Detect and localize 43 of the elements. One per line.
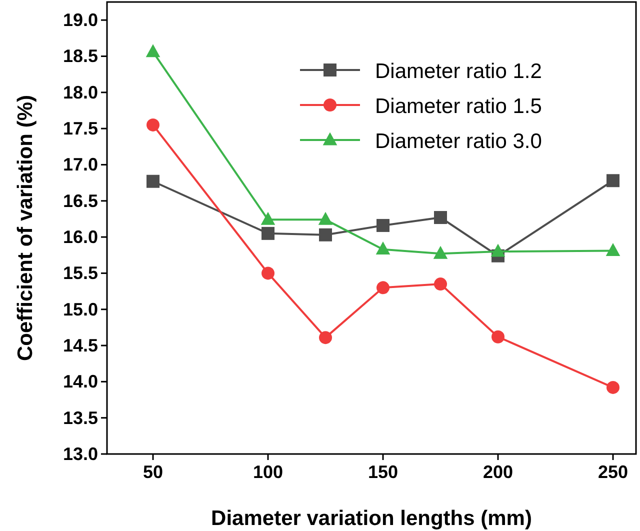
y-tick-label: 17.5: [62, 118, 98, 139]
y-tick-label: 13.0: [62, 444, 98, 464]
y-tick-label: 14.5: [62, 336, 98, 356]
point: [606, 380, 620, 394]
legend-label: Diameter ratio 3.0: [375, 130, 542, 153]
legend-label: Diameter ratio 1.5: [375, 95, 542, 118]
point: [146, 118, 160, 132]
point: [318, 212, 333, 225]
point: [606, 174, 620, 188]
point: [433, 246, 448, 259]
y-tick-label: 15.0: [62, 299, 98, 320]
x-axis-title: Diameter variation lengths (mm): [211, 507, 532, 530]
point: [434, 278, 447, 291]
x-tick-label: 100: [252, 462, 284, 482]
point: [434, 211, 447, 224]
x-tick-label: 50: [142, 462, 164, 482]
point: [492, 330, 504, 344]
x-tick-label: 150: [368, 462, 398, 482]
x-tick-label: 200: [482, 462, 514, 482]
y-tick-label: 18.0: [62, 82, 98, 102]
point: [319, 228, 332, 242]
point: [146, 44, 160, 58]
point: [490, 244, 506, 257]
point: [260, 212, 276, 225]
y-tick-label: 13.5: [62, 408, 98, 428]
x-tick-label: 250: [598, 462, 628, 482]
y-tick-label: 19.0: [62, 10, 98, 30]
point: [319, 331, 332, 344]
point: [262, 266, 274, 280]
legend-label: Diameter ratio 1.2: [375, 60, 542, 83]
y-tick-label: 17.0: [62, 154, 98, 175]
point: [146, 174, 160, 188]
point: [376, 218, 390, 232]
point: [262, 226, 274, 240]
y-tick-label: 14.0: [62, 372, 98, 392]
y-tick-label: 16.5: [62, 190, 98, 211]
y-tick-label: 18.5: [62, 46, 98, 66]
point: [376, 281, 390, 294]
point: [376, 242, 390, 255]
point: [606, 242, 620, 256]
y-tick-label: 16.0: [62, 227, 98, 248]
y-axis-title: Coefficient of variation (%): [14, 94, 37, 362]
y-tick-label: 15.5: [62, 263, 98, 284]
